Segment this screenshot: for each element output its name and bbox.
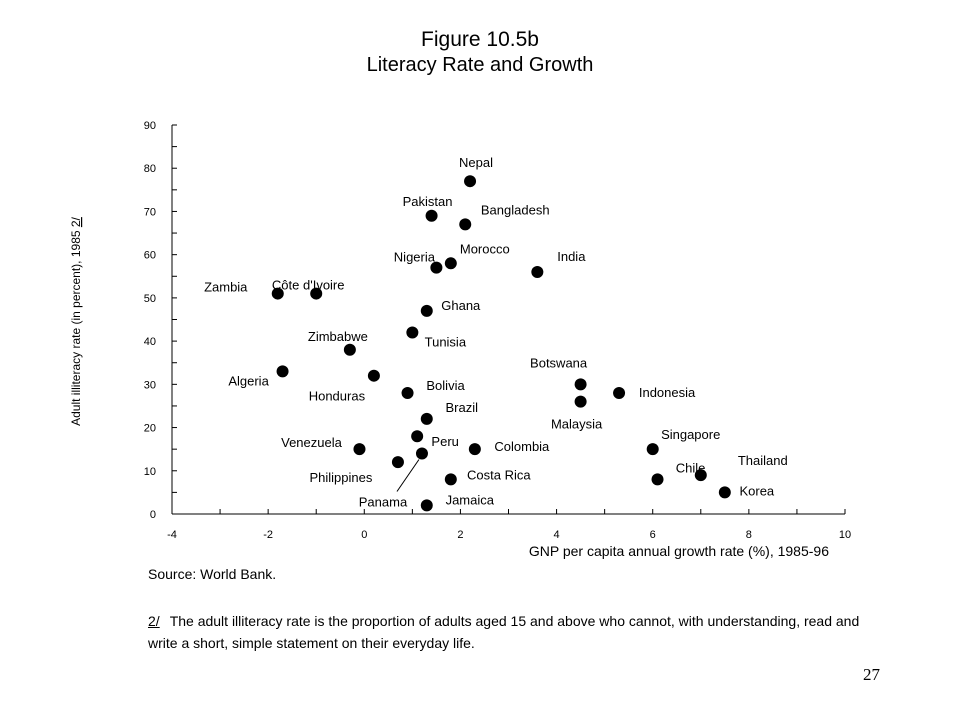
footnote-marker: 2/	[148, 613, 160, 629]
point-label-morocco: Morocco	[460, 241, 510, 256]
y-tick-label: 60	[144, 250, 156, 262]
point-label-c-te-d-ivoire: Côte d'Ivoire	[272, 278, 345, 293]
x-tick-label: -4	[167, 529, 177, 541]
point-korea	[718, 486, 731, 499]
point-label-brazil: Brazil	[446, 400, 479, 415]
y-tick-label: 90	[144, 120, 156, 132]
point-label-zambia: Zambia	[204, 280, 248, 295]
point-zimbabwe	[343, 343, 356, 356]
point-jamaica	[420, 499, 433, 512]
x-tick-label: 8	[746, 529, 752, 541]
x-tick-label: -2	[263, 529, 273, 541]
source-note: Source: World Bank.	[148, 566, 277, 582]
x-tick-label: 2	[457, 529, 463, 541]
point-label-india: India	[557, 249, 586, 264]
y-axis-title-note: 2/	[69, 216, 83, 227]
point-label-honduras: Honduras	[309, 389, 366, 404]
point-botswana	[574, 378, 587, 391]
point-label-jamaica: Jamaica	[446, 492, 495, 507]
y-axis-title-text: Adult illiteracy rate (in percent), 1985	[69, 227, 83, 426]
point-label-singapore: Singapore	[661, 427, 720, 442]
x-tick-label: 10	[839, 529, 851, 541]
point-bangladesh	[459, 218, 472, 231]
point-chile	[651, 473, 664, 486]
point-label-zimbabwe: Zimbabwe	[308, 329, 368, 344]
point-label-costa-rica: Costa Rica	[467, 467, 531, 482]
panama-leader-line	[396, 459, 420, 492]
y-tick-label: 70	[144, 206, 156, 218]
point-honduras	[367, 369, 380, 382]
y-axis-title: Adult illiteracy rate (in percent), 1985…	[69, 216, 83, 425]
point-peru	[411, 430, 424, 443]
y-tick-label: 80	[144, 163, 156, 175]
point-label-tunisia: Tunisia	[425, 334, 467, 349]
point-label-pakistan: Pakistan	[403, 194, 453, 209]
point-thailand	[694, 469, 707, 482]
y-tick-label: 50	[144, 293, 156, 305]
point-label-colombia: Colombia	[494, 439, 550, 454]
point-label-chile: Chile	[676, 460, 706, 475]
point-malaysia	[574, 395, 587, 408]
point-brazil	[420, 412, 433, 425]
chart-labels: Nepal Pakistan Bangladesh Nigeria Morocco Ind…	[204, 155, 788, 509]
point-label-philippines: Philippines	[309, 470, 372, 485]
point-label-ghana: Ghana	[441, 298, 481, 313]
point-costa-rica	[444, 473, 457, 486]
x-tick-label: 0	[361, 529, 367, 541]
point-label-indonesia: Indonesia	[639, 385, 696, 400]
point-pakistan	[425, 209, 438, 222]
point-label-peru: Peru	[431, 434, 458, 449]
point-label-thailand: Thailand	[738, 453, 788, 468]
point-label-bolivia: Bolivia	[426, 378, 465, 393]
y-tick-label: 0	[150, 509, 156, 521]
point-c-te-d-ivoire	[310, 287, 323, 300]
y-tick-label: 30	[144, 379, 156, 391]
point-singapore	[646, 443, 659, 456]
point-nepal	[464, 175, 477, 188]
point-label-korea: Korea	[739, 483, 774, 498]
point-philippines	[391, 456, 404, 469]
point-label-venezuela: Venezuela	[281, 435, 342, 450]
figure-title: Figure 10.5b	[421, 28, 539, 51]
y-tick-label: 40	[144, 336, 156, 348]
y-tick-label: 10	[144, 466, 156, 478]
y-tick-label: 20	[144, 423, 156, 435]
chart-points	[271, 175, 731, 512]
point-morocco	[444, 257, 457, 270]
point-algeria	[276, 365, 289, 378]
point-panama	[415, 447, 428, 460]
point-label-botswana: Botswana	[530, 355, 588, 370]
point-label-nepal: Nepal	[459, 155, 493, 170]
point-label-malaysia: Malaysia	[551, 417, 603, 432]
footnote: 2/The adult illiteracy rate is the propo…	[148, 610, 888, 654]
point-zambia	[271, 287, 284, 300]
point-label-panama: Panama	[359, 494, 408, 509]
footnote-text: The adult illiteracy rate is the proport…	[148, 613, 860, 651]
x-tick-label: 4	[554, 529, 560, 541]
point-nigeria	[430, 261, 443, 274]
x-tick-label: 6	[650, 529, 656, 541]
point-indonesia	[613, 386, 626, 399]
point-label-nigeria: Nigeria	[394, 250, 436, 265]
point-label-algeria: Algeria	[228, 373, 269, 388]
point-label-bangladesh: Bangladesh	[481, 202, 550, 217]
point-india	[531, 265, 544, 278]
point-colombia	[468, 443, 481, 456]
point-tunisia	[406, 326, 419, 339]
x-axis-title: GNP per capita annual growth rate (%), 1…	[529, 543, 829, 559]
figure-subtitle: Literacy Rate and Growth	[366, 54, 594, 76]
chart-axes: 0 10 20 30 40 50 60 70 80 90 -4 -2 0 2 4 6 8 10 GNP per ca…	[69, 120, 851, 559]
point-ghana	[420, 304, 433, 317]
point-venezuela	[353, 443, 366, 456]
point-bolivia	[401, 386, 414, 399]
page-number: 27	[863, 665, 880, 684]
